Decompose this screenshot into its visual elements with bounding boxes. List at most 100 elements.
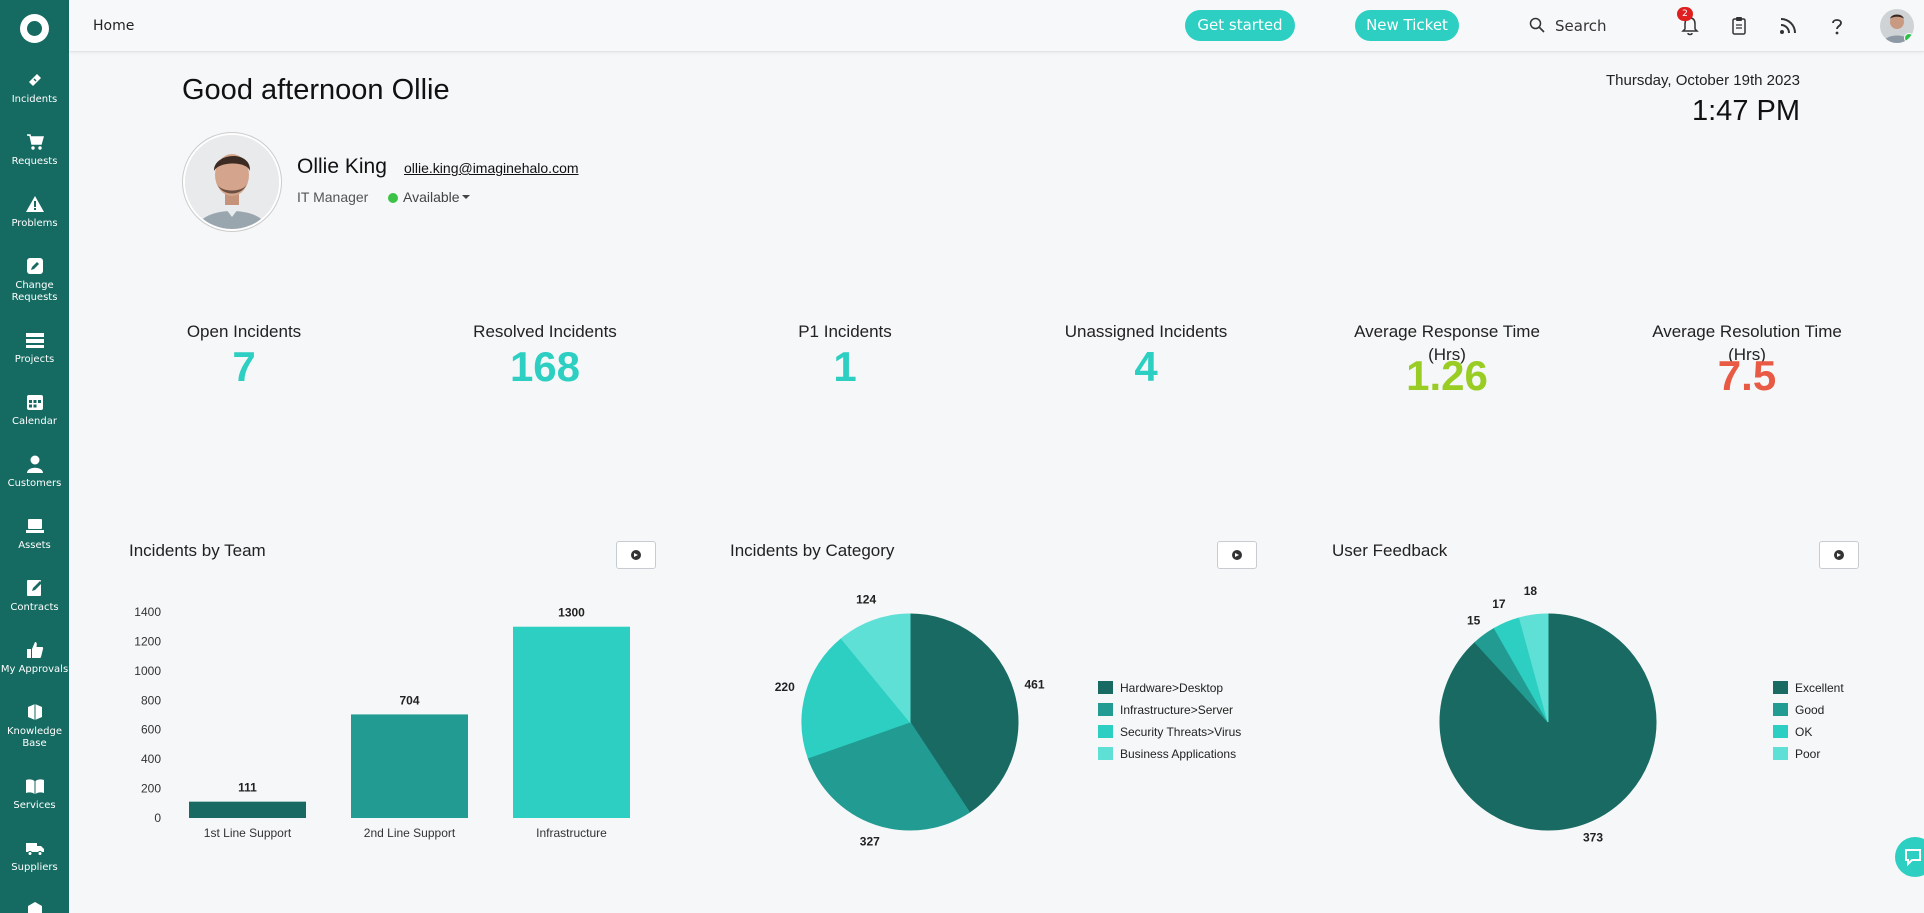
user-feedback-chart: 373 15 17 18 [1439, 585, 1657, 845]
open-user-feedback-button[interactable] [1819, 541, 1859, 569]
legend-item[interactable]: Security Threats>Virus [1098, 725, 1241, 747]
legend-item[interactable]: OK [1773, 725, 1844, 747]
x-tick-label: Infrastructure [536, 826, 607, 840]
bar[interactable] [189, 801, 306, 818]
sidebar-item-knowledge-base[interactable]: Knowledge Base [0, 702, 69, 750]
calendar-icon [26, 395, 43, 410]
kpi-average-resolution-time[interactable]: Average Resolution Time (Hrs) 7.5 [1632, 320, 1862, 400]
kpi-open-incidents[interactable]: Open Incidents 7 [129, 320, 359, 391]
kpi-title: P1 Incidents [798, 322, 892, 341]
top-bar: Home Get started New Ticket Search 2 [69, 0, 1924, 52]
kpi-title: Resolved Incidents [473, 322, 617, 341]
halo-logo[interactable] [20, 14, 49, 43]
pencil-icon [26, 258, 43, 274]
help-icon[interactable] [1826, 15, 1848, 37]
current-date: Thursday, October 19th 2023 [1605, 72, 1800, 89]
kpi-average-response-time[interactable]: Average Response Time (Hrs) 1.26 [1332, 320, 1562, 400]
panel-title-user-feedback: User Feedback [1332, 541, 1448, 560]
pie-slice[interactable] [801, 637, 911, 759]
legend-label: Business Applications [1120, 747, 1237, 761]
chat-widget-button[interactable] [1895, 837, 1924, 877]
notification-badge: 2 [1677, 7, 1693, 21]
search-label: Search [1555, 17, 1607, 35]
pie-value-label: 373 [1583, 831, 1603, 845]
sidebar-item-label: Contracts [10, 602, 59, 613]
open-incidents-by-team-button[interactable] [616, 541, 656, 569]
pie-slice[interactable] [1518, 613, 1549, 723]
sidebar-item-incidents[interactable]: Incidents [0, 70, 69, 106]
open-incidents-by-category-button[interactable] [1217, 541, 1257, 569]
legend-item[interactable]: Excellent [1773, 681, 1844, 703]
sidebar-item-label: Calendar [12, 416, 57, 427]
box-icon [27, 902, 42, 913]
bar[interactable] [513, 626, 630, 818]
sidebar-item-customers[interactable]: Customers [0, 454, 69, 490]
sidebar: Incidents Requests Problems Change Reques… [0, 0, 69, 913]
sidebar-item-assets[interactable]: Assets [0, 516, 69, 552]
search-box[interactable]: Search [1529, 16, 1649, 36]
legend-item[interactable]: Business Applications [1098, 747, 1241, 769]
profile-email-link[interactable]: ollie.king@imaginehalo.com [404, 160, 579, 176]
status-dot [388, 193, 398, 203]
y-tick-label: 600 [141, 723, 161, 737]
sidebar-item-calendar[interactable]: Calendar [0, 392, 69, 428]
legend-label: OK [1795, 725, 1813, 739]
kpi-value: 168 [509, 343, 581, 390]
legend-label: Security Threats>Virus [1120, 725, 1242, 739]
legend-label: Infrastructure>Server [1120, 703, 1234, 717]
kpi-title: Average Resolution Time (Hrs) [1652, 322, 1842, 364]
kpi-title: Open Incidents [186, 322, 302, 341]
get-started-button[interactable]: Get started [1185, 10, 1295, 41]
legend-label: Hardware>Desktop [1120, 681, 1224, 695]
user-avatar[interactable] [1880, 9, 1914, 43]
clipboard-icon[interactable] [1728, 15, 1750, 37]
legend-swatch [1773, 747, 1788, 760]
kpi-p1-incidents[interactable]: P1 Incidents 1 [730, 320, 960, 391]
sidebar-item-change-requests[interactable]: Change Requests [0, 256, 69, 304]
sidebar-item-label: Customers [7, 478, 62, 489]
pie-slice[interactable] [807, 721, 971, 831]
sidebar-item-problems[interactable]: Problems [0, 194, 69, 230]
y-tick-label: 200 [141, 782, 161, 796]
search-icon [1529, 17, 1545, 33]
legend-item[interactable]: Infrastructure>Server [1098, 703, 1241, 725]
breadcrumb[interactable]: Home [93, 18, 135, 34]
customer-icon [26, 455, 43, 473]
knowledge-icon [27, 704, 42, 720]
sidebar-item-label: My Approvals [0, 664, 69, 675]
y-tick-label: 1400 [134, 605, 161, 619]
online-status-dot [1904, 33, 1914, 43]
kpi-value: 4 [1134, 343, 1158, 390]
availability-dropdown[interactable]: Available [388, 189, 470, 205]
panel-title-incidents-by-category: Incidents by Category [730, 541, 895, 560]
legend-swatch [1098, 747, 1113, 760]
new-ticket-button[interactable]: New Ticket [1355, 10, 1459, 41]
greeting-title: Good afternoon Ollie [182, 74, 450, 106]
legend-swatch [1098, 703, 1113, 716]
sidebar-item-label: Problems [11, 218, 58, 229]
sidebar-item-services[interactable]: Services [0, 776, 69, 812]
kpi-unassigned-incidents[interactable]: Unassigned Incidents 4 [1031, 320, 1261, 391]
sidebar-item-more[interactable] [0, 900, 69, 913]
legend-label: Good [1795, 703, 1825, 717]
sidebar-item-contracts[interactable]: Contracts [0, 578, 69, 614]
pie-slice[interactable] [840, 613, 911, 724]
y-tick-label: 800 [141, 693, 161, 707]
sidebar-item-suppliers[interactable]: Suppliers [0, 838, 69, 874]
legend-item[interactable]: Good [1773, 703, 1844, 725]
sidebar-item-requests[interactable]: Requests [0, 132, 69, 168]
kpi-value: 7.5 [1717, 352, 1777, 399]
sidebar-item-projects[interactable]: Projects [0, 330, 69, 366]
sidebar-item-my-approvals[interactable]: My Approvals [0, 640, 69, 676]
bar-value-label: 111 [238, 781, 257, 795]
sidebar-item-label: Change Requests [11, 280, 58, 303]
legend-item[interactable]: Hardware>Desktop [1098, 681, 1241, 703]
kpi-title: Unassigned Incidents [1064, 322, 1228, 341]
kpi-resolved-incidents[interactable]: Resolved Incidents 168 [430, 320, 660, 391]
legend-item[interactable]: Poor [1773, 747, 1844, 769]
bar[interactable] [351, 714, 468, 818]
pie-value-label: 327 [860, 834, 880, 848]
truck-icon [25, 843, 44, 856]
legend-label: Excellent [1795, 681, 1844, 695]
rss-icon[interactable] [1777, 15, 1799, 37]
